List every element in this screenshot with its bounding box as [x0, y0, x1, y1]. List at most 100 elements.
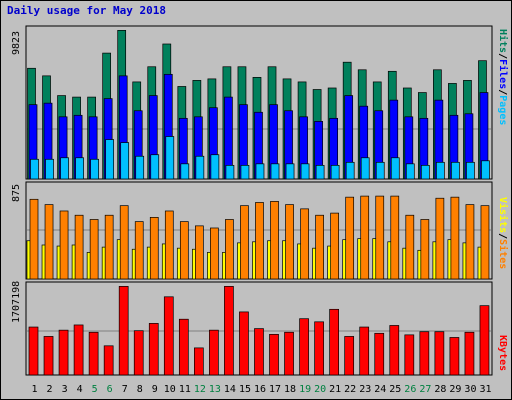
kbytes-bar [239, 311, 249, 376]
x-tick-label: 5 [92, 384, 98, 395]
pages-bar [60, 157, 69, 180]
kbytes-bar [254, 328, 264, 376]
x-tick-label: 17 [269, 384, 281, 395]
kbytes-bar [299, 318, 309, 376]
hits-panel-max-label: 9823 [11, 30, 22, 55]
chart-title: Daily usage for May 2018 [7, 4, 166, 17]
kbytes-bar [419, 331, 430, 376]
pages-bar [180, 163, 190, 180]
x-tick-label: 4 [77, 384, 83, 395]
legend-pages: Pages [497, 95, 508, 126]
sites-bar [210, 227, 219, 280]
x-tick-label: 7 [122, 384, 128, 395]
pages-bar [390, 157, 400, 180]
x-tick-label: 12 [194, 384, 206, 395]
x-tick-label: 26 [404, 384, 416, 395]
x-tick-label: 23 [359, 384, 371, 395]
pages-bar [75, 157, 84, 180]
kbytes-bar [314, 321, 324, 376]
kbytes-bar [43, 336, 54, 376]
kbytes-bar [404, 334, 415, 376]
x-tick-label: 31 [479, 384, 491, 395]
x-tick-label: 30 [464, 384, 476, 395]
pages-bar [105, 139, 115, 180]
x-tick-label: 16 [254, 384, 266, 395]
x-tick-label: 1 [32, 384, 38, 395]
kbytes-bar [344, 336, 355, 376]
x-tick-label: 18 [284, 384, 296, 395]
kbytes-bar [148, 323, 159, 376]
sites-bar [74, 214, 84, 280]
kbytes-bar [58, 329, 69, 376]
pages-bar [195, 155, 205, 180]
x-tick-label: 14 [224, 384, 236, 395]
kbytes-bar [284, 331, 294, 376]
sites-bar [164, 210, 174, 280]
sites-bar [420, 219, 430, 280]
kbytes-bar [224, 286, 234, 376]
pages-bar [436, 161, 445, 180]
kbytes-bar [133, 330, 144, 376]
pages-bar [330, 164, 340, 180]
sites-bar [29, 198, 39, 280]
kbytes-bar [194, 347, 204, 376]
x-tick-label: 27 [419, 384, 431, 395]
sites-bar [435, 197, 445, 280]
sites-bar [104, 214, 114, 280]
x-tick-label: 24 [374, 384, 386, 395]
pages-bar [420, 164, 430, 180]
kbytes-bar [449, 337, 460, 376]
pages-bar [45, 158, 54, 180]
kbytes-bar [464, 331, 475, 376]
sites-bar [300, 208, 309, 280]
sites-bar [330, 212, 339, 280]
pages-bar [30, 158, 39, 180]
sites-bar [195, 225, 204, 280]
sites-bar [255, 202, 264, 280]
x-tick-label: 11 [179, 384, 191, 395]
x-tick-label: 10 [164, 384, 176, 395]
sites-bar [285, 204, 294, 280]
kbytes-bar [374, 332, 385, 376]
x-tick-label: 29 [449, 384, 461, 395]
pages-bar [255, 163, 265, 180]
x-tick-label: 13 [209, 384, 221, 395]
legend-sites: Sites [497, 239, 508, 270]
kbytes-bar [209, 329, 219, 376]
pages-bar [345, 161, 355, 180]
sites-bar [119, 205, 129, 280]
kbytes-bar [178, 318, 189, 376]
sites-bar [450, 196, 460, 280]
sites-bar [345, 196, 355, 280]
pages-bar [300, 163, 310, 180]
pages-bar [120, 142, 130, 180]
kbytes-bar [88, 331, 99, 376]
pages-bar [135, 155, 145, 180]
sites-bar [240, 205, 249, 280]
x-tick-label: 22 [344, 384, 356, 395]
x-tick-label: 19 [299, 384, 311, 395]
pages-bar [270, 163, 280, 180]
kbytes-bar [434, 331, 445, 376]
kbytes-bar [329, 308, 339, 376]
pages-bar [90, 158, 99, 180]
legend-files: Files [497, 59, 508, 90]
x-tick-label: 8 [137, 384, 143, 395]
x-tick-label: 20 [314, 384, 326, 395]
sites-bar [390, 195, 400, 280]
sites-bar [270, 201, 279, 280]
sites-bar [375, 195, 385, 280]
pages-bar [315, 164, 325, 180]
sites-panel-legend: Visits/Sites [497, 197, 508, 269]
kbytes-panel-legend: KBytes [497, 335, 508, 371]
x-tick-label: 25 [389, 384, 401, 395]
pages-bar [375, 161, 385, 180]
pages-bar [240, 164, 250, 180]
pages-bar [150, 154, 160, 180]
sites-panel-max-label: 875 [11, 183, 22, 202]
hits-panel-legend: Hits/Files/Pages [497, 29, 508, 125]
kbytes-bar [163, 296, 174, 376]
pages-bar [451, 161, 460, 180]
x-tick-label: 3 [62, 384, 68, 395]
